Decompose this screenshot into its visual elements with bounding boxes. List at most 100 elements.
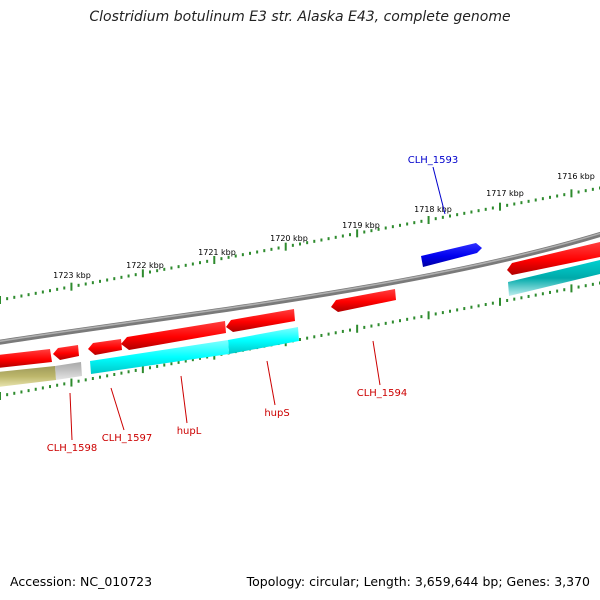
ruler-tick (120, 371, 123, 375)
accession: Accession: NC_010723 (10, 574, 153, 589)
ruler-tick (141, 365, 144, 374)
ruler-tick (313, 239, 316, 243)
gene-hupl-red[interactable] (121, 321, 226, 350)
callout-leader-line (372, 340, 381, 386)
ruler-tick (534, 293, 537, 297)
gene-left-red[interactable] (0, 349, 52, 368)
ruler-tick (220, 257, 223, 261)
ruler-tick (549, 195, 551, 199)
gene-hups-red[interactable] (226, 309, 295, 332)
ruler-tick (234, 254, 237, 258)
ruler-tick (577, 285, 580, 289)
ruler-tick (484, 303, 487, 307)
ruler-tick (370, 324, 373, 328)
ruler-tick (41, 290, 44, 294)
ruler-tick (406, 317, 409, 321)
ruler-tick (127, 370, 130, 374)
ruler-tick (484, 207, 487, 211)
ruler-tick (56, 287, 59, 291)
ruler-tick (477, 304, 480, 308)
ruler-tick (84, 282, 87, 286)
ruler-tick (91, 377, 94, 381)
ruler-tick (584, 189, 587, 193)
ruler-tick (399, 223, 401, 227)
ruler-tick (334, 331, 337, 335)
reverse-strand-genes (0, 289, 396, 368)
ruler-tick-label: 1719 kbp (342, 221, 380, 230)
ruler-tick (6, 297, 9, 301)
ruler-tick (570, 284, 573, 293)
ruler-tick (70, 378, 73, 387)
ruler-tick (577, 190, 580, 194)
ruler-tick (113, 372, 116, 376)
ruler-tick (77, 283, 80, 287)
ruler-tick (163, 363, 166, 367)
ruler-tick-label: 1723 kbp (53, 271, 91, 280)
ruler-tick (49, 385, 51, 389)
genome-backbone (0, 231, 600, 345)
ruler-tick (384, 226, 387, 230)
ruler-tick (6, 393, 9, 397)
ruler-tick (134, 368, 137, 372)
gene-label[interactable]: CLH_1594 (357, 388, 408, 399)
ruler-tick (0, 392, 1, 400)
ruler-tick (177, 360, 180, 364)
ruler-tick (213, 256, 216, 264)
ruler-tick (320, 238, 323, 242)
gene-clh-1594[interactable] (331, 289, 396, 312)
ruler-tick (291, 243, 294, 247)
ruler-tick (141, 269, 144, 278)
gene-label[interactable]: hupL (177, 426, 202, 437)
ruler-tick (591, 187, 594, 191)
ruler-tick (491, 206, 494, 210)
ruler-tick (327, 237, 330, 241)
ruler-tick (320, 333, 323, 337)
gene-clh-1598-red[interactable] (53, 345, 79, 360)
ruler-tick (413, 316, 416, 320)
feature-teal-right (508, 260, 600, 296)
ruler-tick (349, 328, 351, 332)
ruler-tick (106, 278, 109, 282)
ruler-tick (391, 225, 394, 229)
ruler-tick (441, 215, 444, 219)
gene-clh-1593[interactable] (421, 243, 482, 267)
ruler-tick (256, 250, 259, 254)
gene-forward-right[interactable] (507, 242, 600, 275)
ruler-tick (13, 295, 16, 299)
ruler-tick (163, 267, 166, 271)
ruler-tick (270, 247, 273, 251)
feature-color-row (0, 260, 600, 387)
ruler-tick (527, 199, 530, 203)
feature-gray (55, 362, 82, 380)
ruler-tick (356, 324, 359, 333)
ruler-tick (156, 364, 159, 368)
ruler-tick (34, 387, 37, 391)
gene-label[interactable]: CLH_1597 (102, 433, 153, 444)
ruler-tick (177, 265, 180, 269)
ruler-tick (434, 217, 437, 221)
ruler-tick (306, 336, 309, 340)
ruler-tick (541, 197, 544, 201)
gene-label[interactable]: CLH_1598 (47, 443, 98, 454)
ruler-tick (20, 390, 23, 394)
ruler-tick (170, 362, 173, 366)
gene-label[interactable]: hupS (264, 408, 289, 419)
gene-clh-1597-red[interactable] (88, 339, 122, 355)
ruler-tick (556, 194, 559, 198)
ruler-tick (70, 282, 73, 291)
ruler-tick (191, 262, 194, 266)
ruler-tick (520, 201, 523, 205)
callout-leader-line (110, 387, 125, 431)
ruler-tick (370, 229, 373, 233)
gene-label[interactable]: CLH_1593 (408, 155, 459, 166)
ruler-tick (520, 296, 523, 300)
ruler-tick (113, 277, 116, 281)
ruler-tick (299, 338, 301, 341)
ruler-tick (127, 274, 130, 278)
ruler-tick (184, 359, 187, 363)
ruler-tick (27, 389, 30, 393)
ruler-tick (463, 211, 466, 215)
ruler-tick (499, 202, 501, 211)
ruler-tick (591, 282, 594, 286)
